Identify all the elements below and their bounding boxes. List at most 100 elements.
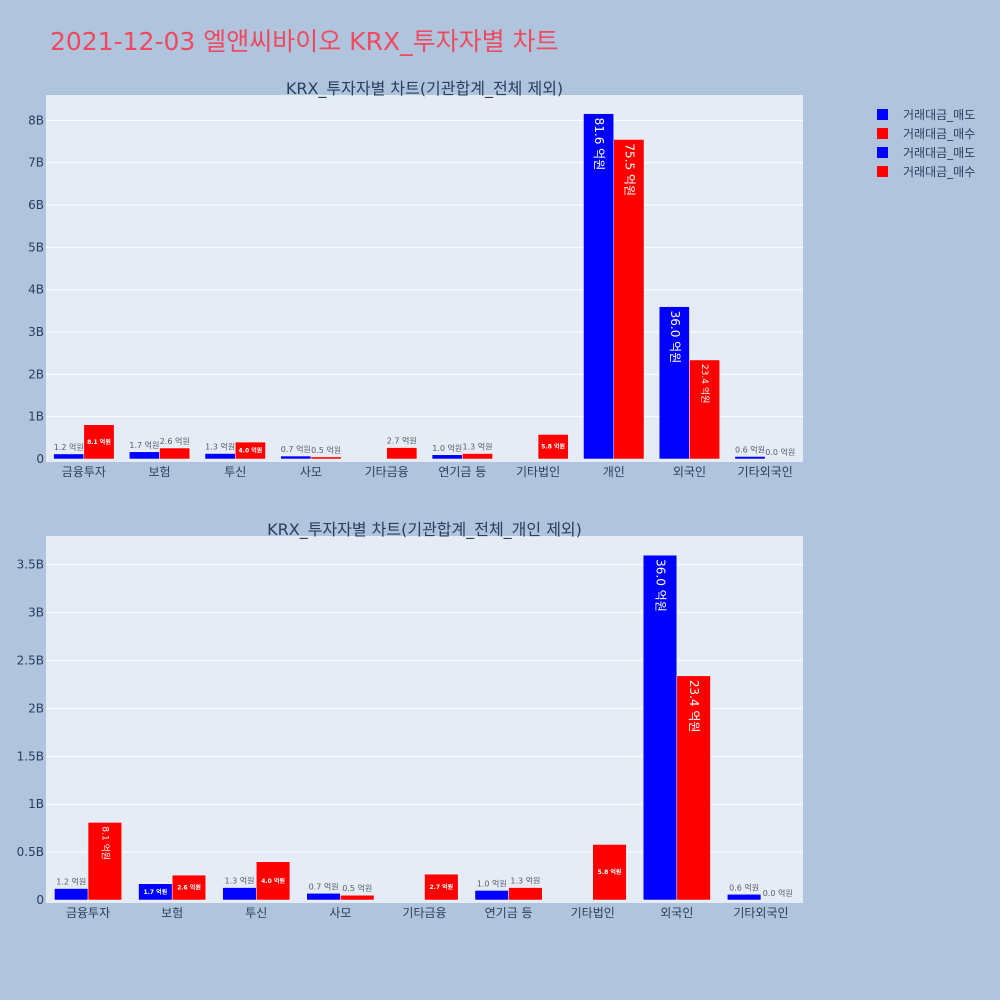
data-label: 1.0 억원 <box>432 443 462 453</box>
x-tick-label: 외국인 <box>660 906 693 920</box>
page-title: 2021-12-03 엘앤씨바이오 KRX_투자자별 차트 <box>50 27 559 56</box>
bar-sell <box>222 887 257 901</box>
data-label: 0.7 억원 <box>281 444 311 454</box>
bar-buy <box>83 424 115 460</box>
y-tick-label: 7B <box>28 156 44 170</box>
data-label: 1.7 억원 <box>143 888 167 896</box>
bar-buy <box>87 822 122 901</box>
data-label: 5.8 억원 <box>541 443 565 451</box>
y-tick-label: 3B <box>28 606 44 620</box>
x-tick-label: 보험 <box>149 465 171 479</box>
y-tick-label: 4B <box>28 283 44 297</box>
bar-sell <box>583 113 614 460</box>
legend-swatch[interactable] <box>877 147 888 158</box>
bar-buy <box>537 434 569 460</box>
bar-buy <box>676 675 711 901</box>
data-label: 1.3 억원 <box>224 876 254 886</box>
bar-sell <box>204 453 236 460</box>
y-tick-label: 6B <box>28 198 44 212</box>
bar-sell <box>734 456 766 460</box>
x-tick-label: 사모 <box>300 465 322 479</box>
y-tick-label: 3.5B <box>17 558 44 572</box>
y-tick-label: 8B <box>28 113 44 127</box>
data-label: 1.0 억원 <box>477 878 507 888</box>
data-label: 1.2 억원 <box>56 877 86 887</box>
data-label: 36.0 억원 <box>668 311 682 364</box>
data-label: 1.3 억원 <box>205 441 235 451</box>
x-tick-label: 사모 <box>329 906 351 920</box>
legend-swatch[interactable] <box>877 128 888 139</box>
bar-buy <box>235 441 266 460</box>
bar-buy <box>310 456 342 460</box>
data-label: 1.3 억원 <box>462 441 492 451</box>
data-label: 1.2 억원 <box>54 442 84 452</box>
legend-entry-label[interactable]: 거래대금_매도 <box>903 108 975 122</box>
chart-title: KRX_투자자별 차트(기관합계_전체 제외) <box>286 79 563 99</box>
bar-buy <box>424 873 459 901</box>
bar-buy <box>689 359 720 460</box>
data-label: 5.8 억원 <box>598 868 622 876</box>
bar-buy <box>592 844 627 901</box>
y-tick-label: 2B <box>28 701 44 715</box>
bar-buy <box>171 874 207 901</box>
chart-2: 0 0.5B 1B 1.5B 2B 2.5B 3B 3.5B KRX_투자자별 차트(기관합계_… <box>17 520 803 920</box>
bar-sell <box>54 888 89 901</box>
y-tick-label: 1B <box>28 410 44 424</box>
bar-sell <box>727 894 762 901</box>
data-label: 0.6 억원 <box>735 444 765 454</box>
x-tick-label: 기타법인 <box>571 906 615 920</box>
bar-buy <box>340 894 375 901</box>
y-tick-label: 0 <box>36 452 44 466</box>
x-tick-label: 금융투자 <box>62 465 106 479</box>
bar-sell <box>642 554 678 901</box>
bar-buy <box>386 447 418 460</box>
bar-sell <box>474 890 509 901</box>
y-tick-label: 2.5B <box>17 654 44 668</box>
x-tick-label: 기타외국인 <box>733 906 788 920</box>
legend-entry-label[interactable]: 거래대금_매수 <box>903 127 975 141</box>
chart-title: KRX_투자자별 차트(기관합계_전체_개인 제외) <box>267 520 582 540</box>
data-label: 8.1 억원 <box>87 438 111 446</box>
x-tick-label: 기타금융 <box>402 906 446 920</box>
data-label: 2.6 억원 <box>177 884 201 892</box>
x-tick-label: 기타법인 <box>516 465 560 479</box>
legend-swatch[interactable] <box>877 166 888 177</box>
data-label: 1.3 억원 <box>510 876 540 886</box>
x-tick-label: 외국인 <box>673 465 706 479</box>
x-tick-label: 금융투자 <box>66 906 110 920</box>
data-label: 4.0 억원 <box>239 447 263 455</box>
data-label: 8.1 억원 <box>99 826 111 860</box>
x-tick-label: 연기금 등 <box>438 465 486 479</box>
data-label: 0.6 억원 <box>729 882 759 892</box>
legend-entry-label[interactable]: 거래대금_매수 <box>903 165 975 179</box>
y-tick-label: 1.5B <box>17 749 44 763</box>
x-tick-label: 개인 <box>603 465 625 479</box>
bar-buy <box>613 139 645 460</box>
y-tick-label: 0.5B <box>17 845 44 859</box>
bar-sell <box>53 453 85 460</box>
bar-sell <box>431 454 463 460</box>
data-label: 2.6 억원 <box>160 436 190 446</box>
x-tick-label: 투신 <box>224 465 246 479</box>
bar-sell <box>129 451 160 460</box>
y-tick-label: 2B <box>28 367 44 381</box>
y-tick-label: 0 <box>36 893 44 907</box>
x-tick-label: 기타외국인 <box>738 465 793 479</box>
data-label: 4.0 억원 <box>261 877 285 885</box>
data-label: 81.6 억원 <box>592 118 606 171</box>
bar-buy <box>508 887 543 901</box>
legend-swatch[interactable] <box>877 109 888 120</box>
bar-buy <box>159 447 191 460</box>
data-label: 0.5 억원 <box>311 445 341 455</box>
x-tick-label: 기타금융 <box>365 465 409 479</box>
data-label: 0.7 억원 <box>309 881 339 891</box>
bar-buy <box>256 861 291 901</box>
data-label: 0.5 억원 <box>342 883 372 893</box>
data-label: 36.0 억원 <box>654 559 668 612</box>
y-tick-label: 5B <box>28 240 44 254</box>
data-label: 2.7 억원 <box>387 436 417 446</box>
legend-entry-label[interactable]: 거래대금_매도 <box>903 146 975 160</box>
data-label: 0.0 억원 <box>763 888 793 898</box>
